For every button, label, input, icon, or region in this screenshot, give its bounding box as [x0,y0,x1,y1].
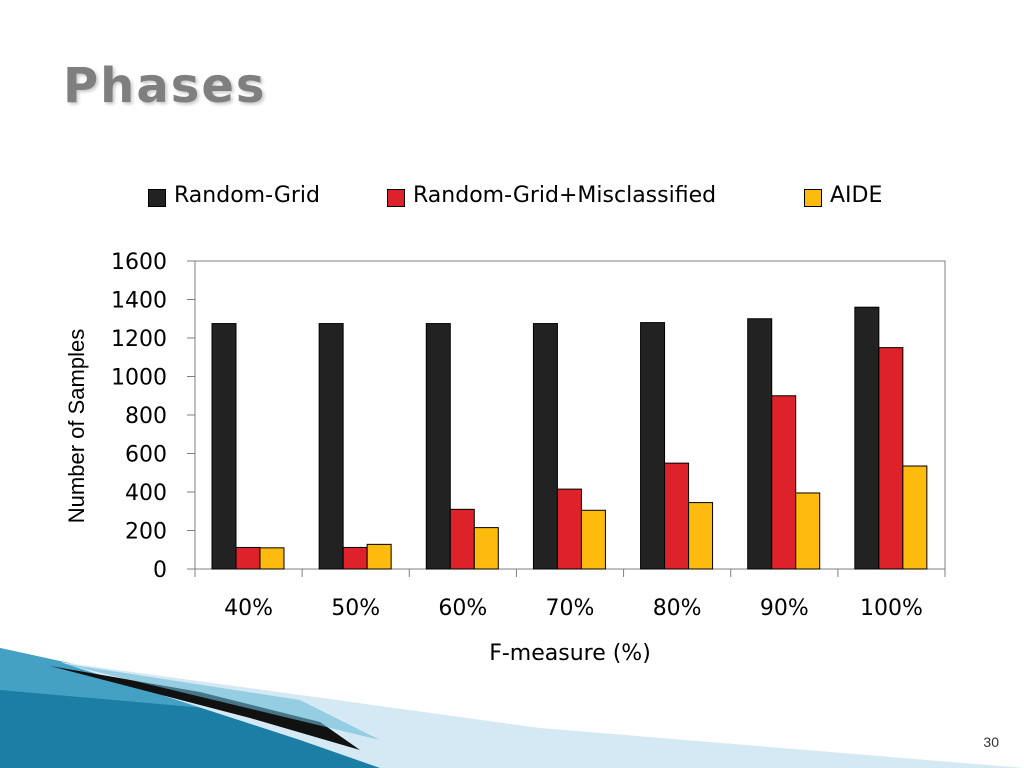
bar-random-grid-100pct [854,306,880,570]
legend-item-random-grid: Random-Grid [148,180,320,210]
y-tick-label: 0 [153,558,167,583]
bar-random-grid-misclassified-80pct [664,462,690,570]
legend-label-aide: AIDE [830,182,883,208]
legend-label-random-grid-misclassified: Random-Grid+Misclassified [413,182,717,208]
x-tick-label: 80% [653,596,702,621]
x-tick-label: 40% [224,596,273,621]
x-tick-label: 70% [546,596,595,621]
legend-item-aide: AIDE [804,180,882,210]
y-tick-label: 200 [125,520,167,545]
bar-random-grid-70pct [532,323,558,570]
legend-item-random-grid-misclassified: Random-Grid+Misclassified [387,180,716,210]
bar-aide-60pct [473,527,499,570]
x-axis-label: F-measure (%) [489,641,651,666]
bar-random-grid-90pct [747,318,773,570]
legend-swatch-random-grid [148,189,166,207]
page-number: 30 [983,734,999,750]
legend-swatch-aide [804,189,822,207]
bar-random-grid-misclassified-70pct [556,488,582,570]
bar-random-grid-60pct [425,323,451,570]
bar-aide-100pct [902,465,928,570]
x-tick-label: 90% [760,596,809,621]
x-tick-label: 60% [438,596,487,621]
bar-random-grid-80pct [640,322,666,570]
bar-random-grid-misclassified-40pct [235,546,261,570]
bar-random-grid-misclassified-90pct [771,395,797,570]
bar-random-grid-misclassified-100pct [878,347,904,570]
y-tick-label: 400 [125,481,167,506]
decorative-swoosh [0,648,1024,768]
y-tick-label: 800 [125,404,167,429]
bar-random-grid-50pct [318,323,344,570]
bar-random-grid-misclassified-50pct [342,546,368,570]
bar-chart: 0 200 400 600 800 1000 1200 1400 1600 40% 50% 60% 70… [64,250,946,666]
bar-random-grid-40pct [211,323,237,570]
slide-title: Phases [63,58,267,114]
x-tick-label: 50% [331,596,380,621]
bar-random-grid-misclassified-60pct [449,508,475,570]
x-tick-label: 100% [860,596,923,621]
chart-legend: Random-Grid Random-Grid+Misclassified AI… [0,180,1024,210]
bar-aide-40pct [259,547,285,570]
bar-aide-80pct [688,502,714,570]
y-tick-label: 600 [125,443,167,468]
y-tick-label: 1600 [111,250,167,275]
y-tick-label: 1200 [111,327,167,352]
y-tick-label: 1400 [111,289,167,314]
legend-label-random-grid: Random-Grid [174,182,320,208]
bar-aide-70pct [580,509,606,570]
bar-aide-90pct [795,492,821,570]
y-axis-label: Number of Samples [64,329,89,523]
bar-aide-50pct [366,543,392,570]
y-tick-label: 1000 [111,366,167,391]
legend-swatch-random-grid-misclassified [387,189,405,207]
